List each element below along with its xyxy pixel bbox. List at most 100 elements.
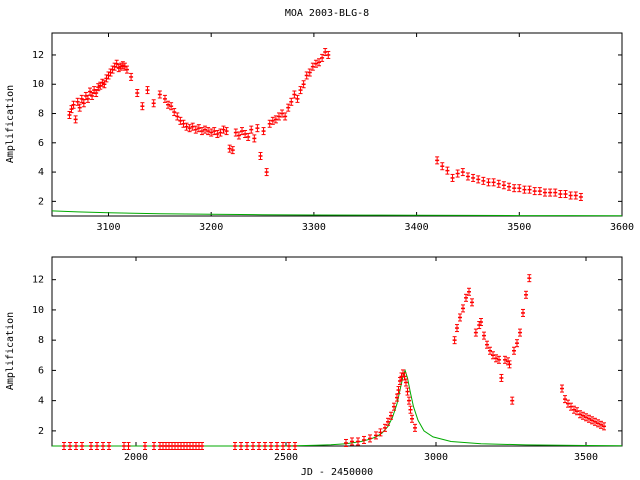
top-data-point <box>151 99 156 108</box>
bottom-data-point <box>386 417 390 426</box>
top-data-point <box>77 103 82 112</box>
bottom-y-tick-label: 10 <box>32 305 44 316</box>
bottom-data-point <box>368 434 372 443</box>
bottom-data-point <box>122 442 126 450</box>
bottom-data-point <box>470 298 474 307</box>
top-data-point <box>568 191 573 200</box>
top-y-axis-label: Amplification <box>5 85 16 163</box>
top-data-point <box>184 122 189 131</box>
top-data-point <box>96 83 101 92</box>
top-data-point <box>522 185 527 194</box>
top-data-point <box>486 178 491 187</box>
bottom-data-point <box>455 324 459 333</box>
bottom-data-point <box>524 290 528 299</box>
top-data-point <box>542 188 547 197</box>
bottom-data-point <box>126 442 131 450</box>
bottom-data-point <box>515 339 519 348</box>
top-data-point <box>298 86 303 95</box>
bottom-data-point <box>584 413 588 422</box>
bottom-x-tick-label: 3500 <box>574 452 598 463</box>
bottom-data-point <box>350 437 354 446</box>
bottom-data-point <box>512 346 516 355</box>
top-data-point <box>69 105 74 114</box>
top-data-point <box>471 173 476 182</box>
top-data-point <box>532 187 537 196</box>
top-data-point <box>135 89 140 98</box>
bottom-x-tick-label: 2500 <box>274 452 298 463</box>
bottom-data-point <box>389 411 393 420</box>
bottom-y-axis-label: Amplification <box>5 312 16 390</box>
top-y-tick-label: 8 <box>38 109 44 120</box>
bottom-data-point <box>396 386 401 395</box>
top-data-point <box>286 103 291 112</box>
top-x-tick-label: 3600 <box>610 222 634 233</box>
top-data-point <box>116 64 121 73</box>
bottom-data-point <box>62 442 66 450</box>
top-data-point <box>496 179 501 188</box>
top-x-tick-label: 3200 <box>199 222 223 233</box>
bottom-data-point <box>392 402 396 411</box>
bottom-x-axis-label: JD - 2450000 <box>301 467 373 478</box>
top-data-point <box>270 116 275 125</box>
bottom-x-tick-label: 3000 <box>424 452 448 463</box>
top-data-point <box>301 80 306 89</box>
top-data-point <box>118 62 123 71</box>
top-data-point <box>435 156 440 165</box>
top-data-point <box>236 131 241 140</box>
bottom-data-point <box>521 308 525 317</box>
bottom-x-tick-label: 2000 <box>124 452 148 463</box>
top-data-point <box>460 168 465 177</box>
top-data-point <box>166 100 171 109</box>
top-data-point <box>162 94 167 103</box>
top-data-point <box>563 190 568 199</box>
bottom-data-point <box>473 328 478 337</box>
top-data-point <box>252 134 257 143</box>
top-data-point <box>512 184 517 193</box>
top-data-point <box>129 72 134 81</box>
bottom-data-point <box>152 442 156 450</box>
bottom-y-tick-label: 12 <box>32 275 44 286</box>
top-data-point <box>295 94 300 103</box>
top-data-point <box>120 61 125 70</box>
top-data-point <box>276 112 281 121</box>
top-model-curve <box>51 210 623 217</box>
top-data-point <box>264 168 269 177</box>
top-data-point <box>227 144 232 153</box>
bottom-data-point <box>395 393 399 402</box>
bottom-data-point <box>413 423 417 432</box>
bottom-y-tick-label: 8 <box>38 335 44 346</box>
bottom-data-point <box>581 411 585 420</box>
bottom-data-point <box>563 395 567 404</box>
top-data-point <box>88 87 92 96</box>
top-data-point <box>190 122 195 131</box>
top-data-point <box>548 188 553 197</box>
bottom-data-point <box>479 318 483 327</box>
top-data-point <box>527 185 532 194</box>
top-data-point <box>212 127 217 136</box>
top-data-point <box>261 127 266 136</box>
bottom-data-point <box>578 410 582 419</box>
top-data-point <box>94 89 99 98</box>
top-data-point <box>221 125 226 134</box>
bottom-data-point <box>68 442 72 450</box>
top-data-point <box>106 71 111 80</box>
bottom-data-point <box>95 442 99 450</box>
bottom-data-point <box>590 416 594 425</box>
bottom-data-point <box>510 396 515 405</box>
top-plot-frame <box>51 32 623 217</box>
bottom-data-point <box>503 355 507 364</box>
bottom-data-point <box>461 304 465 313</box>
bottom-data-point <box>107 442 111 450</box>
bottom-data-point <box>572 405 576 414</box>
top-data-point <box>172 108 177 117</box>
top-x-tick-label: 3400 <box>405 222 429 233</box>
top-data-point <box>75 97 80 106</box>
bottom-y-tick-label: 4 <box>38 396 44 407</box>
top-data-point <box>481 176 486 185</box>
bottom-data-point <box>374 431 378 440</box>
chart-title: MOA 2003-BLG-8 <box>285 8 369 19</box>
top-data-point <box>83 91 88 100</box>
bottom-data-point <box>356 437 360 446</box>
bottom-data-point <box>599 420 603 429</box>
top-data-point <box>283 112 288 121</box>
